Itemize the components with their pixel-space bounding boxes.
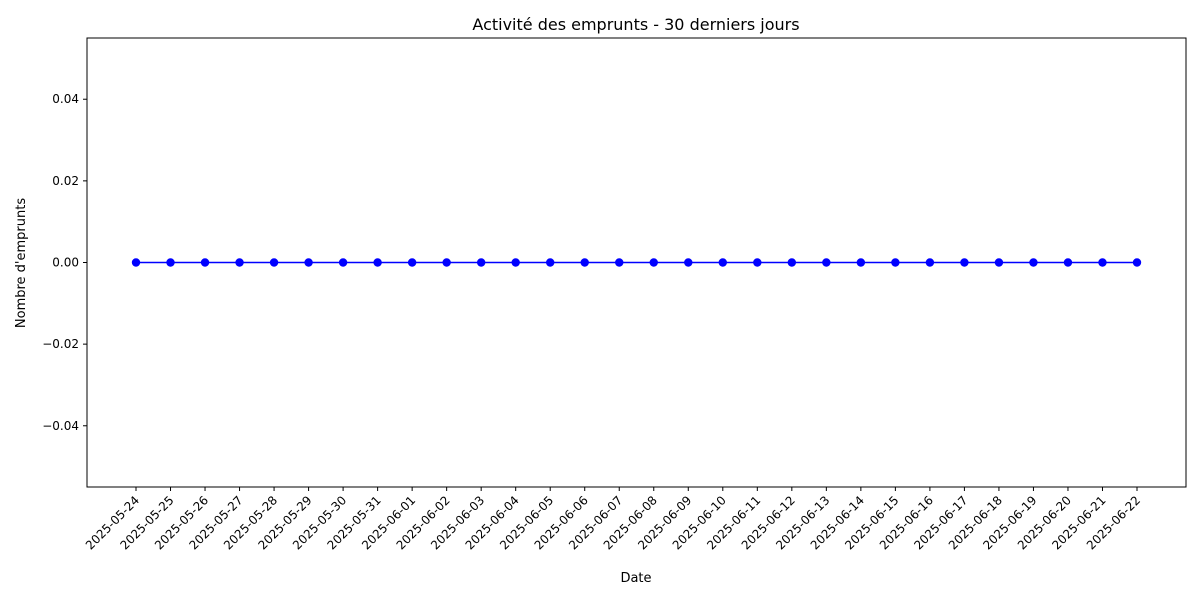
data-point (580, 258, 589, 267)
data-point (822, 258, 831, 267)
y-axis-label: Nombre d'emprunts (14, 198, 29, 328)
data-point (442, 258, 451, 267)
data-point (373, 258, 382, 267)
plot-area (131, 258, 1142, 267)
data-point (787, 258, 797, 267)
data-point (615, 258, 624, 267)
data-point (407, 258, 417, 267)
data-point (1063, 258, 1073, 267)
x-axis-label: Date (620, 571, 651, 586)
data-point (546, 258, 555, 267)
data-point (476, 258, 486, 267)
data-point (131, 258, 141, 267)
y-tick-label: 0.04 (52, 92, 79, 106)
y-tick-label: 0.00 (52, 256, 79, 270)
data-point (1132, 258, 1142, 267)
y-tick-label: −0.04 (42, 419, 79, 433)
y-tick-label: 0.02 (52, 174, 79, 188)
data-point (925, 258, 935, 267)
data-point (753, 258, 762, 267)
data-point (649, 258, 658, 267)
data-point (994, 258, 1004, 267)
chart-title: Activité des emprunts - 30 derniers jour… (472, 15, 799, 34)
data-point (856, 258, 866, 267)
data-point (960, 258, 969, 267)
data-point (269, 258, 279, 267)
data-point (511, 258, 520, 267)
data-point (1098, 258, 1107, 267)
x-axis: 2025-05-242025-05-252025-05-262025-05-27… (83, 487, 1143, 552)
data-point (166, 258, 175, 267)
data-point (338, 258, 348, 267)
data-point (304, 258, 313, 267)
data-point (235, 258, 244, 267)
y-tick-label: −0.02 (42, 337, 79, 351)
y-axis: −0.04 −0.02 0.00 0.02 0.04 (42, 92, 87, 433)
data-point (718, 258, 727, 267)
data-point (200, 258, 210, 267)
data-point (684, 258, 693, 267)
data-point (891, 258, 900, 267)
data-point (1029, 258, 1038, 267)
